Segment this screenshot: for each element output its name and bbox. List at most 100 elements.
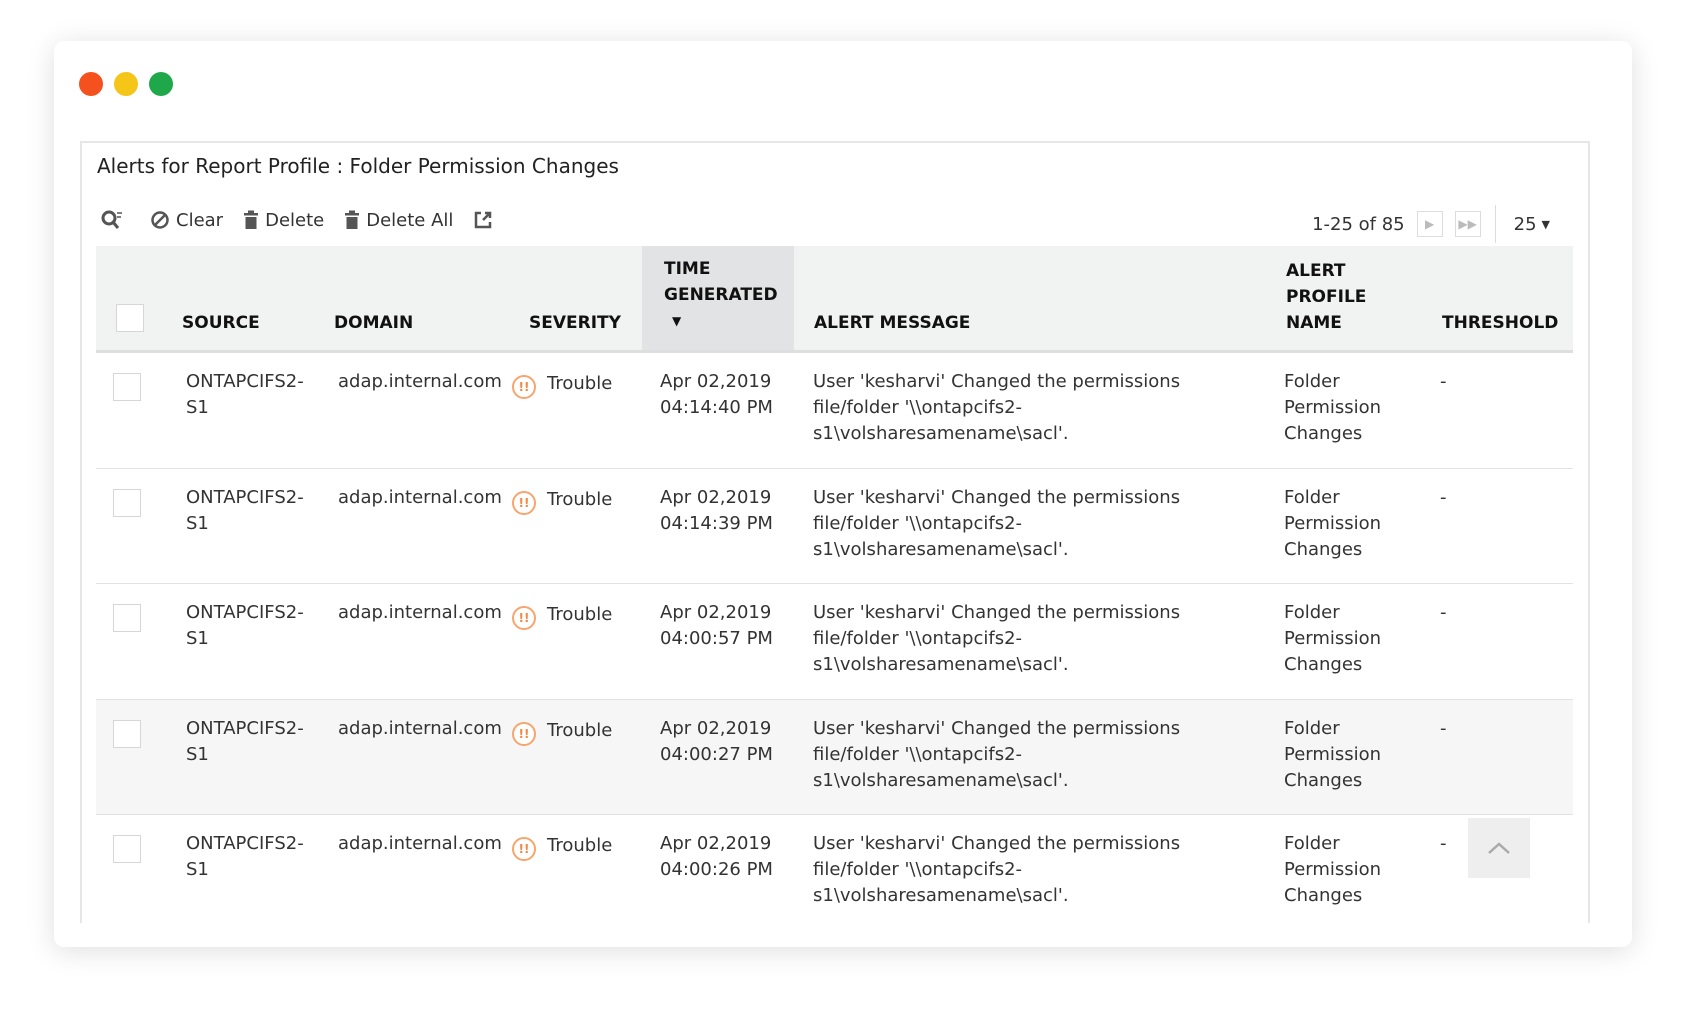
source-cell: ONTAPCIFS2- S1 xyxy=(186,716,304,768)
col-threshold[interactable]: THRESHOLD xyxy=(1442,313,1559,333)
message-l2: file/folder '\\ontapcifs2- xyxy=(813,859,1023,880)
profile-l2: Permission xyxy=(1284,512,1382,534)
last-page-icon: ▶▶ xyxy=(1458,217,1477,231)
select-all-checkbox[interactable] xyxy=(116,304,144,332)
col-profile-l2: PROFILE xyxy=(1286,287,1367,307)
source-l2: S1 xyxy=(186,743,209,765)
maximize-window-button[interactable] xyxy=(149,72,173,96)
profile-l2: Permission xyxy=(1284,628,1382,649)
time: 04:14:40 PM xyxy=(660,397,773,418)
source-l2: S1 xyxy=(186,859,209,880)
message-cell: User 'kesharvi' Changed the permissions f… xyxy=(813,369,1180,447)
chevron-up-icon xyxy=(1488,842,1510,854)
delete-button[interactable]: Delete xyxy=(243,210,324,231)
delete-label: Delete xyxy=(265,209,325,231)
row-checkbox[interactable] xyxy=(113,835,141,863)
domain-cell: adap.internal.com xyxy=(338,371,502,392)
profile-l2: Permission xyxy=(1284,859,1382,880)
col-alert-message[interactable]: ALERT MESSAGE xyxy=(814,313,971,333)
search-filter-icon xyxy=(101,210,122,229)
col-domain[interactable]: DOMAIN xyxy=(334,313,414,333)
last-page-button[interactable]: ▶▶ xyxy=(1454,211,1481,237)
source-cell: ONTAPCIFS2- S1 xyxy=(186,831,304,883)
col-severity[interactable]: SEVERITY xyxy=(529,313,621,333)
page-title: Alerts for Report Profile : Folder Permi… xyxy=(97,154,619,178)
export-icon xyxy=(475,211,492,229)
message-l2: file/folder '\\ontapcifs2- xyxy=(813,512,1023,534)
table-row[interactable]: ONTAPCIFS2- S1 adap.internal.com!! Trouble A… xyxy=(96,353,1573,469)
message-l3: s1\volsharesamename\sacl'. xyxy=(813,654,1069,675)
message-l3: s1\volsharesamename\sacl'. xyxy=(813,885,1069,906)
row-checkbox[interactable] xyxy=(113,604,141,632)
date: Apr 02,2019 xyxy=(660,371,772,392)
sort-desc-icon: ▼ xyxy=(672,314,682,328)
source-l1: ONTAPCIFS2- xyxy=(186,833,304,854)
message-l2: file/folder '\\ontapcifs2- xyxy=(813,628,1023,649)
date: Apr 02,2019 xyxy=(660,717,772,739)
table-row[interactable]: ONTAPCIFS2- S1 adap.internal.com!! Trouble A… xyxy=(96,815,1573,923)
severity-cell: Trouble xyxy=(547,719,613,741)
message-l2: file/folder '\\ontapcifs2- xyxy=(813,397,1023,418)
profile-l1: Folder xyxy=(1284,371,1340,392)
page-size-select[interactable]: 25 ▼ xyxy=(1514,214,1550,235)
domain-cell: adap.internal.com xyxy=(338,717,502,739)
message-l1: User 'kesharvi' Changed the permissions xyxy=(813,833,1181,854)
trash-icon xyxy=(244,210,259,229)
threshold-cell: - xyxy=(1440,833,1447,854)
col-time-l2: GENERATED xyxy=(664,285,778,305)
threshold-cell: - xyxy=(1440,486,1447,508)
profile-l2: Permission xyxy=(1284,743,1382,765)
source-cell: ONTAPCIFS2- S1 xyxy=(186,485,304,537)
delete-all-button[interactable]: Delete All xyxy=(344,210,453,231)
clear-label: Clear xyxy=(176,209,224,231)
profile-l2: Permission xyxy=(1284,397,1382,418)
source-cell: ONTAPCIFS2- S1 xyxy=(186,369,304,421)
col-source[interactable]: SOURCE xyxy=(182,313,260,333)
message-cell: User 'kesharvi' Changed the permissions f… xyxy=(813,831,1180,909)
table-row[interactable]: ONTAPCIFS2- S1 adap.internal.com!! Trouble A… xyxy=(96,699,1573,815)
source-l1: ONTAPCIFS2- xyxy=(186,486,304,508)
profile-l3: Changes xyxy=(1284,885,1363,906)
severity-cell: Trouble xyxy=(547,488,613,510)
table-row[interactable]: ONTAPCIFS2- S1 adap.internal.com!! Trouble A… xyxy=(96,584,1573,700)
severity-cell: Trouble xyxy=(547,835,613,856)
minimize-window-button[interactable] xyxy=(114,72,138,96)
clear-button[interactable]: Clear xyxy=(150,210,223,231)
next-icon: ▶ xyxy=(1425,217,1435,231)
close-window-button[interactable] xyxy=(79,72,103,96)
message-cell: User 'kesharvi' Changed the permissions f… xyxy=(813,600,1180,678)
profile-l3: Changes xyxy=(1284,769,1363,791)
domain-cell: adap.internal.com xyxy=(338,486,502,508)
date: Apr 02,2019 xyxy=(660,602,772,623)
pagination: 1-25 of 85 ▶ ▶▶ 25 ▼ xyxy=(1312,205,1550,243)
next-page-button[interactable]: ▶ xyxy=(1416,211,1443,237)
threshold-cell: - xyxy=(1440,602,1447,623)
page-range: 1-25 of 85 xyxy=(1312,213,1405,235)
row-checkbox[interactable] xyxy=(113,719,141,748)
table-row[interactable]: ONTAPCIFS2- S1 adap.internal.com!! Trouble A… xyxy=(96,469,1573,584)
profile-l3: Changes xyxy=(1284,654,1363,675)
message-l1: User 'kesharvi' Changed the permissions xyxy=(813,371,1181,392)
export-button[interactable] xyxy=(473,210,499,230)
message-cell: User 'kesharvi' Changed the permissions f… xyxy=(813,716,1180,794)
filter-search-button[interactable] xyxy=(100,209,130,231)
col-time-generated[interactable]: TIME GENERATED ▼ xyxy=(642,246,794,350)
table-body: ONTAPCIFS2- S1 adap.internal.com!! Trouble A… xyxy=(96,353,1573,923)
table-header: SOURCE DOMAIN SEVERITY TIME GENERATED ▼ … xyxy=(96,246,1573,353)
domain-cell: adap.internal.com xyxy=(338,602,502,623)
threshold-cell: - xyxy=(1440,717,1447,739)
col-alert-profile-name[interactable]: ALERT PROFILE NAME xyxy=(1286,258,1366,336)
col-profile-l1: ALERT xyxy=(1286,261,1346,281)
scroll-to-top-button[interactable] xyxy=(1468,818,1530,878)
time-cell: Apr 02,2019 04:00:26 PM xyxy=(660,831,773,883)
profile-cell: Folder Permission Changes xyxy=(1284,485,1381,563)
row-checkbox[interactable] xyxy=(113,373,141,401)
message-cell: User 'kesharvi' Changed the permissions f… xyxy=(813,485,1180,563)
row-checkbox[interactable] xyxy=(113,488,141,517)
profile-l1: Folder xyxy=(1284,486,1340,508)
time-cell: Apr 02,2019 04:14:40 PM xyxy=(660,369,773,421)
ban-icon xyxy=(151,211,169,229)
message-l2: file/folder '\\ontapcifs2- xyxy=(813,743,1023,765)
message-l3: s1\volsharesamename\sacl'. xyxy=(813,423,1069,444)
severity-cell: Trouble xyxy=(547,604,613,625)
